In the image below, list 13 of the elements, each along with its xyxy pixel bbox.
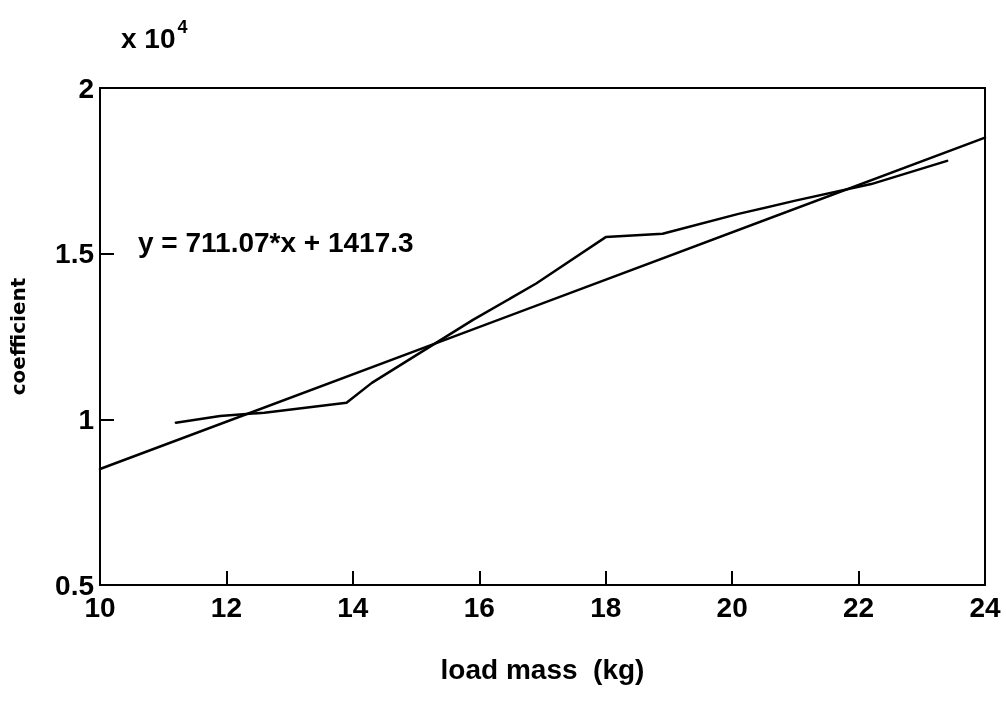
annotation: y = 711.07*x + 1417.3 — [138, 226, 414, 258]
x-tick-label: 12 — [210, 591, 243, 623]
x-tick-label: 22 — [842, 591, 875, 623]
y-tick-label: 1 — [78, 403, 94, 435]
y-axis-title: coefficient — [6, 277, 30, 396]
y-tick-label: 2 — [78, 72, 94, 104]
x-tick-label: 14 — [337, 591, 369, 623]
x-tick-label: 24 — [969, 591, 1001, 623]
x-axis-title: load mass (kg) — [440, 653, 645, 685]
x-tick-label: 20 — [716, 591, 748, 623]
y-tick-label: 1.5 — [55, 238, 94, 270]
x-tick-label: 16 — [463, 591, 495, 623]
x-tick-label: 18 — [590, 591, 622, 623]
